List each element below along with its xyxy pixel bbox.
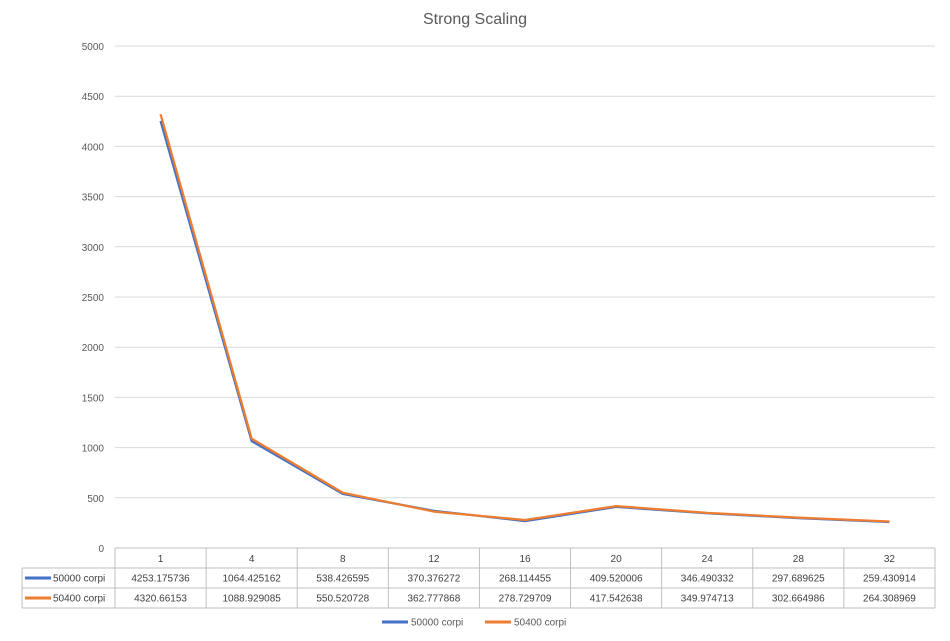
- table-series-name: 50400 corpi: [53, 594, 105, 605]
- table-cell: 278.729709: [499, 594, 552, 605]
- gridlines: [115, 45, 935, 499]
- table-cell: 346.490332: [681, 574, 734, 585]
- x-tick-label: 28: [793, 554, 805, 565]
- series-line: [159, 120, 890, 524]
- legend-label: 50400 corpi: [514, 618, 566, 629]
- y-tick-label: 0: [98, 544, 104, 555]
- y-tick-label: 4000: [82, 142, 105, 153]
- x-tick-label: 16: [519, 554, 531, 565]
- table-series-name: 50000 corpi: [53, 574, 105, 585]
- table-cell: 297.689625: [772, 574, 825, 585]
- x-tick-label: 20: [611, 554, 623, 565]
- series-line: [159, 113, 890, 523]
- x-tick-label: 8: [340, 554, 346, 565]
- series-lines: [159, 113, 890, 524]
- x-tick-label: 12: [428, 554, 440, 565]
- x-tick-label: 1: [158, 554, 164, 565]
- y-axis-ticks: 0 500 1000 1500 2000 2500 3000 3500 4000 4500 5000: [82, 42, 105, 555]
- table-cell: 1064.425162: [222, 574, 281, 585]
- table-cell: 349.974713: [681, 594, 734, 605]
- table-cell: 302.664986: [772, 594, 825, 605]
- y-tick-label: 500: [87, 494, 104, 505]
- y-tick-label: 2500: [82, 293, 105, 304]
- x-tick-label: 24: [702, 554, 714, 565]
- chart-title: Strong Scaling: [423, 11, 527, 28]
- y-tick-label: 3500: [82, 193, 105, 204]
- table-cell: 417.542638: [590, 594, 643, 605]
- x-tick-label: 32: [884, 554, 896, 565]
- data-table: 1 4 8 12 16 20 24 28 32 50000 corpi 4253.175736 106…: [21, 547, 936, 609]
- y-tick-label: 4500: [82, 92, 105, 103]
- table-cell: 550.520728: [316, 594, 369, 605]
- y-tick-label: 3000: [82, 243, 105, 254]
- table-cell: 370.376272: [407, 574, 460, 585]
- y-tick-label: 5000: [82, 42, 105, 53]
- table-cell: 4320.66153: [134, 594, 187, 605]
- table-cell: 409.520006: [590, 574, 643, 585]
- y-tick-label: 1500: [82, 393, 105, 404]
- legend-label: 50000 corpi: [411, 618, 463, 629]
- table-cell: 259.430914: [863, 574, 916, 585]
- table-cell: 538.426595: [316, 574, 369, 585]
- x-tick-label: 4: [249, 554, 255, 565]
- table-cell: 362.777868: [407, 594, 460, 605]
- table-cell: 268.114455: [499, 574, 552, 585]
- y-tick-label: 2000: [82, 343, 105, 354]
- legend: 50000 corpi 50400 corpi: [382, 618, 566, 629]
- table-cell: 4253.175736: [131, 574, 190, 585]
- table-cell: 1088.929085: [222, 594, 281, 605]
- y-tick-label: 1000: [82, 444, 105, 455]
- table-cell: 264.308969: [863, 594, 916, 605]
